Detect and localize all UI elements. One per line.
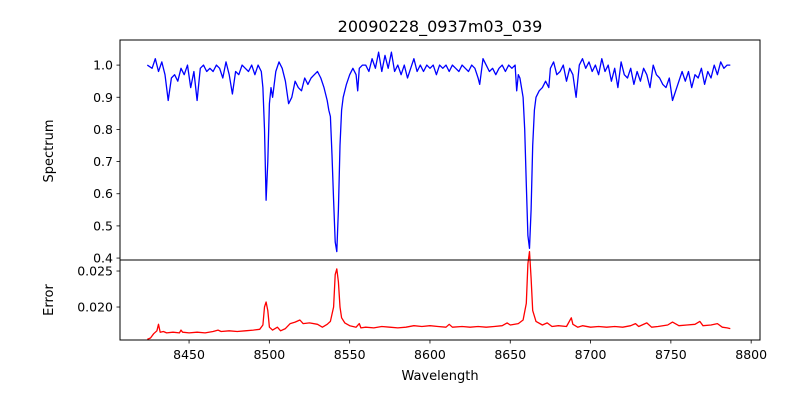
error-xtick-label: 8600 bbox=[414, 347, 446, 362]
spectrum-ytick-label: 0.8 bbox=[93, 122, 113, 137]
error-ytick-label: 0.025 bbox=[77, 264, 113, 279]
spectrum-ytick-label: 0.9 bbox=[93, 90, 113, 105]
spectrum-y-axis-label: Spectrum bbox=[42, 120, 57, 183]
error-xtick-label: 8750 bbox=[655, 347, 687, 362]
spectrum-ytick-label: 0.4 bbox=[93, 251, 113, 266]
error-line bbox=[147, 250, 731, 340]
chart-title: 20090228_0937m03_039 bbox=[338, 17, 543, 37]
error-ytick-label: 0.020 bbox=[77, 300, 113, 315]
error-xtick-label: 8700 bbox=[575, 347, 607, 362]
error-xtick-label: 8550 bbox=[334, 347, 366, 362]
spectrum-panel: 0.4 0.5 0.6 0.7 0.8 0.9 1.0 bbox=[93, 39, 761, 266]
error-y-axis-label: Error bbox=[42, 284, 57, 316]
error-xtick-label: 8800 bbox=[735, 347, 767, 362]
error-xtick-label: 8450 bbox=[173, 347, 205, 362]
error-xtick-label: 8650 bbox=[494, 347, 526, 362]
error-panel: 0.020 0.025 8450 8500 8550 8600 8650 8700 8750 88… bbox=[77, 250, 767, 362]
spectrum-line bbox=[146, 51, 731, 253]
spectrum-axes-frame bbox=[119, 39, 761, 261]
spectrum-ytick-label: 1.0 bbox=[93, 58, 113, 73]
x-axis-label: Wavelength bbox=[401, 369, 478, 384]
spectrum-ytick-label: 0.7 bbox=[93, 154, 113, 169]
error-xtick-label: 8500 bbox=[253, 347, 285, 362]
spectrum-ytick-label: 0.5 bbox=[93, 218, 113, 233]
error-axes-frame bbox=[119, 259, 761, 341]
spectrum-ytick-label: 0.6 bbox=[93, 186, 113, 201]
